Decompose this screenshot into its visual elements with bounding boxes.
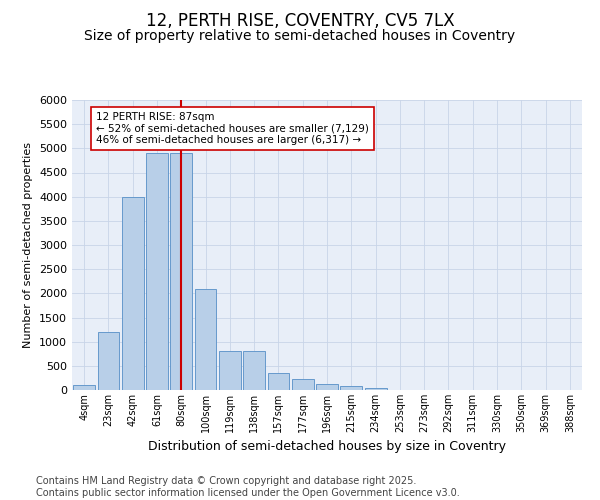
- Bar: [365, 388, 386, 390]
- Bar: [146, 153, 168, 390]
- Bar: [194, 288, 217, 390]
- Text: Size of property relative to semi-detached houses in Coventry: Size of property relative to semi-detach…: [85, 29, 515, 43]
- Bar: [219, 352, 241, 390]
- X-axis label: Distribution of semi-detached houses by size in Coventry: Distribution of semi-detached houses by …: [148, 440, 506, 454]
- Bar: [316, 384, 338, 390]
- Bar: [73, 385, 95, 390]
- Bar: [243, 352, 265, 390]
- Bar: [170, 153, 192, 390]
- Bar: [268, 373, 289, 390]
- Text: Contains HM Land Registry data © Crown copyright and database right 2025.
Contai: Contains HM Land Registry data © Crown c…: [36, 476, 460, 498]
- Text: 12, PERTH RISE, COVENTRY, CV5 7LX: 12, PERTH RISE, COVENTRY, CV5 7LX: [146, 12, 454, 30]
- Y-axis label: Number of semi-detached properties: Number of semi-detached properties: [23, 142, 34, 348]
- Bar: [122, 196, 143, 390]
- Bar: [292, 379, 314, 390]
- Bar: [97, 332, 119, 390]
- Text: 12 PERTH RISE: 87sqm
← 52% of semi-detached houses are smaller (7,129)
46% of se: 12 PERTH RISE: 87sqm ← 52% of semi-detac…: [96, 112, 369, 146]
- Bar: [340, 386, 362, 390]
